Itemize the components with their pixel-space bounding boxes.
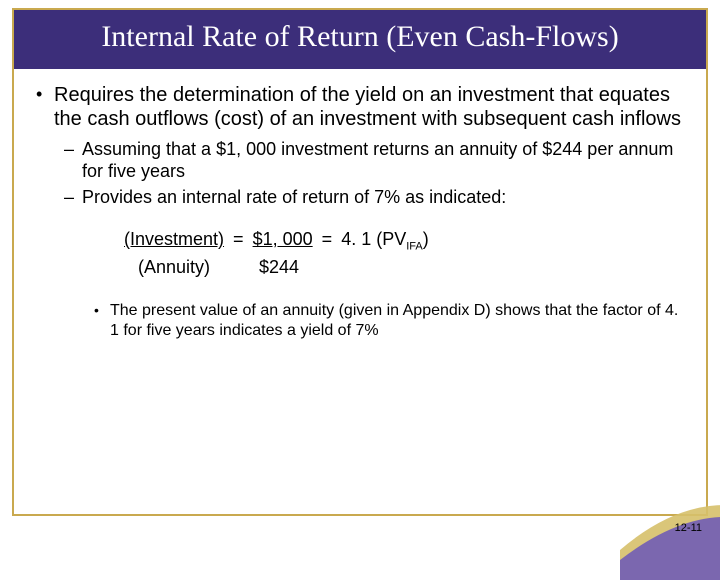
formula-numerator-left: (Investment) [124, 229, 224, 249]
sub-bullet-item: – Assuming that a $1, 000 investment ret… [64, 139, 684, 183]
dash-icon: – [64, 139, 82, 183]
formula-row-bottom: (Annuity) $244 [124, 255, 684, 279]
slide-frame: Internal Rate of Return (Even Cash-Flows… [12, 8, 708, 516]
formula-equals: = [318, 229, 337, 249]
slide-title: Internal Rate of Return (Even Cash-Flows… [14, 10, 706, 69]
bullet-main-text: Requires the determination of the yield … [54, 83, 684, 132]
formula-numerator-mid: $1, 000 [253, 229, 313, 249]
note-text: The present value of an annuity (given i… [110, 301, 684, 341]
sub-bullet-text: Provides an internal rate of return of 7… [82, 187, 684, 209]
note-bullet: • The present value of an annuity (given… [36, 301, 684, 341]
formula-block: (Investment) = $1, 000 = 4. 1 (PVIFA) (A… [36, 227, 684, 279]
page-number: 12-11 [675, 522, 702, 534]
bullet-dot-icon: • [36, 83, 54, 132]
bullet-main: • Requires the determination of the yiel… [36, 83, 684, 132]
slide: Internal Rate of Return (Even Cash-Flows… [0, 0, 720, 540]
formula-close: ) [423, 229, 429, 249]
note-item: • The present value of an annuity (given… [94, 301, 684, 341]
formula-equals: = [229, 229, 248, 249]
formula-row-top: (Investment) = $1, 000 = 4. 1 (PVIFA) [124, 227, 684, 254]
sub-bullet-text: Assuming that a $1, 000 investment retur… [82, 139, 684, 183]
bullet-dot-icon: • [94, 301, 110, 341]
formula-result: 4. 1 (PV [341, 229, 406, 249]
sub-bullet-item: – Provides an internal rate of return of… [64, 187, 684, 209]
slide-body: • Requires the determination of the yiel… [14, 69, 706, 341]
formula-subscript: IFA [406, 241, 423, 253]
formula-denom-left: (Annuity) [138, 255, 254, 279]
dash-icon: – [64, 187, 82, 209]
sub-bullets: – Assuming that a $1, 000 investment ret… [36, 139, 684, 209]
formula-denom-mid: $244 [259, 257, 299, 277]
